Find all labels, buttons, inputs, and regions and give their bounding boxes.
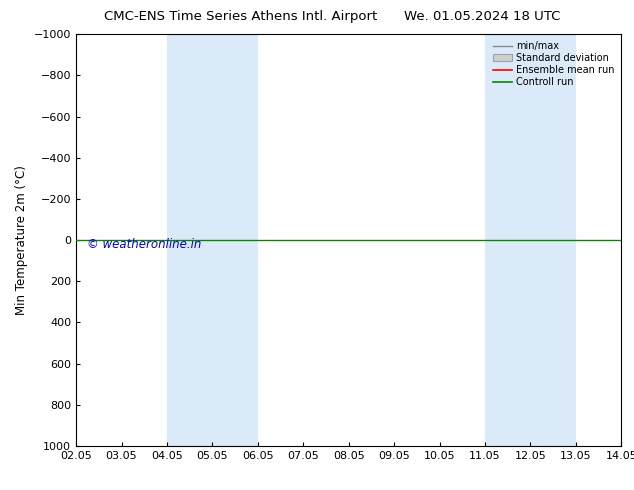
Y-axis label: Min Temperature 2m (°C): Min Temperature 2m (°C)	[15, 165, 29, 315]
Text: We. 01.05.2024 18 UTC: We. 01.05.2024 18 UTC	[404, 10, 560, 23]
Legend: min/max, Standard deviation, Ensemble mean run, Controll run: min/max, Standard deviation, Ensemble me…	[491, 39, 616, 89]
Bar	[485, 34, 576, 446]
Bar	[167, 34, 258, 446]
Text: CMC-ENS Time Series Athens Intl. Airport: CMC-ENS Time Series Athens Intl. Airport	[105, 10, 377, 23]
Text: © weatheronline.in: © weatheronline.in	[87, 238, 202, 251]
